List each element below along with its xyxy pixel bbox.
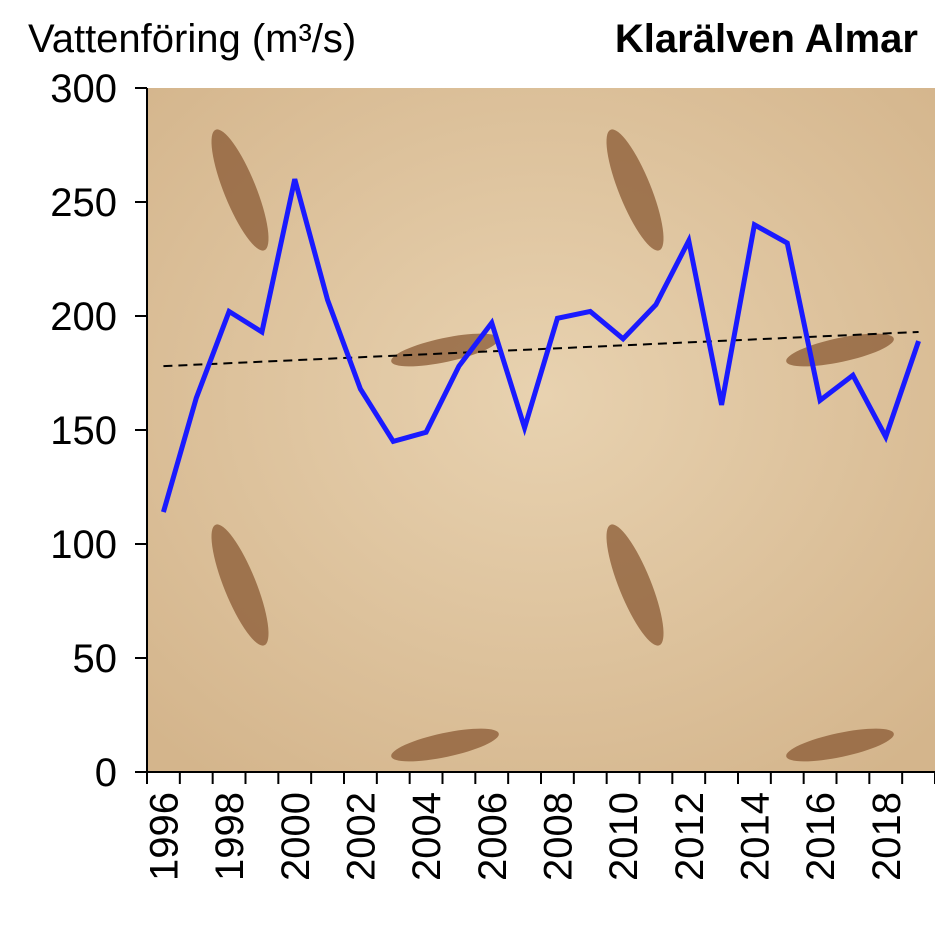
- x-tick-label: 2000: [274, 792, 318, 881]
- y-tick-label: 0: [95, 751, 117, 795]
- y-axis-label: Vattenföring (m³/s): [28, 17, 356, 61]
- x-tick-label: 2004: [405, 792, 449, 881]
- data-line: [161, 178, 921, 513]
- x-tick-label: 2018: [865, 792, 909, 881]
- plot-background: [147, 88, 935, 772]
- x-tick-label: 2014: [733, 792, 777, 881]
- chart-title: Klarälven Almar: [615, 17, 918, 61]
- x-tick-label: 2008: [536, 792, 580, 881]
- y-tick-label: 200: [50, 295, 117, 339]
- x-tick-label: 2012: [668, 792, 712, 881]
- trend-line: [163, 330, 919, 368]
- x-tick-label: 2006: [471, 792, 515, 881]
- x-tick-label: 1998: [208, 792, 252, 881]
- background-decoration: [211, 129, 894, 762]
- x-tick-label: 1996: [142, 792, 186, 881]
- y-tick-label: 300: [50, 67, 117, 111]
- y-tick-label: 50: [73, 637, 118, 681]
- y-tick-label: 150: [50, 409, 117, 453]
- x-tick-label: 2002: [339, 792, 383, 881]
- x-tick-label: 2016: [799, 792, 843, 881]
- x-tick-label: 2010: [602, 792, 646, 881]
- y-tick-label: 250: [50, 181, 117, 225]
- y-tick-label: 100: [50, 523, 117, 567]
